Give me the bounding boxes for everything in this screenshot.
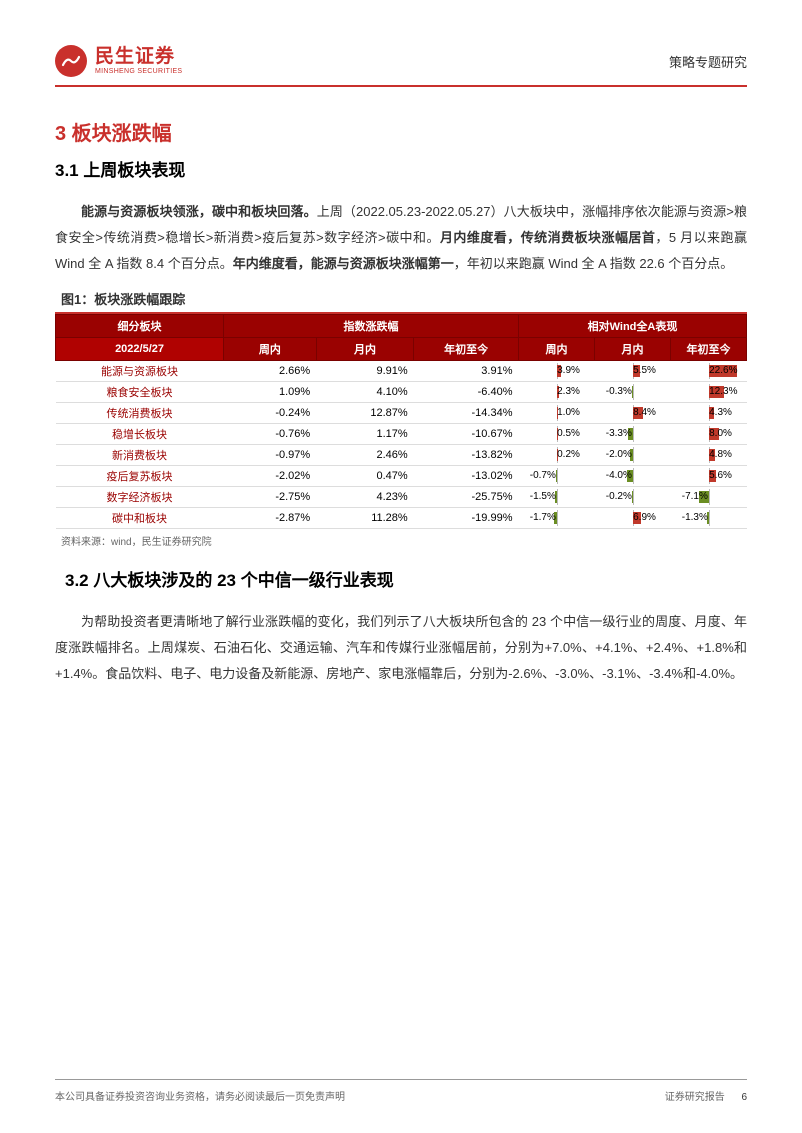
table-row: 粮食安全板块 1.09% 4.10% -6.40% 2.3% -0.3% 12.…: [56, 382, 747, 403]
footer-page-number: 6: [741, 1092, 747, 1103]
cell-sector-name: 能源与资源板块: [56, 361, 224, 382]
cell-week: 1.09%: [224, 382, 317, 403]
cell-rel-month: -4.0%: [595, 466, 671, 487]
cell-rel-month: -0.3%: [595, 382, 671, 403]
logo-text-cn: 民生证券: [95, 47, 182, 66]
table-row: 碳中和板块 -2.87% 11.28% -19.99% -1.7% 6.9% -…: [56, 508, 747, 529]
cell-rel-month: 6.9%: [595, 508, 671, 529]
cell-month: 4.10%: [316, 382, 414, 403]
para-3-1-lead2: 月内维度看，传统消费板块涨幅居首: [440, 230, 655, 245]
logo-text-en: MINSHENG SECURITIES: [95, 68, 182, 75]
cell-rel-week: 0.5%: [519, 424, 595, 445]
heading-section-3-1: 3.1 上周板块表现: [55, 156, 747, 181]
cell-rel-ytd: 12.3%: [671, 382, 747, 403]
cell-month: 0.47%: [316, 466, 414, 487]
cell-rel-ytd: -1.3%: [671, 508, 747, 529]
sector-table-body: 能源与资源板块 2.66% 9.91% 3.91% 3.9% 5.5% 22.6…: [56, 361, 747, 529]
cell-rel-week: -0.7%: [519, 466, 595, 487]
footer-report-type: 证券研究报告: [665, 1092, 725, 1103]
para-3-2: 为帮助投资者更清晰地了解行业涨跌幅的变化，我们列示了八大板块所包含的 23 个中…: [55, 609, 747, 687]
th-group-index: 指数涨跌幅: [224, 315, 519, 338]
cell-week: -2.87%: [224, 508, 317, 529]
th-rel-ytd: 年初至今: [671, 338, 747, 361]
cell-sector-name: 传统消费板块: [56, 403, 224, 424]
th-ytd: 年初至今: [414, 338, 519, 361]
figure-1-source: 资料来源：wind，民生证券研究院: [55, 533, 747, 548]
cell-week: -0.97%: [224, 445, 317, 466]
cell-rel-week: 2.3%: [519, 382, 595, 403]
logo-icon: [55, 45, 87, 77]
cell-ytd: 3.91%: [414, 361, 519, 382]
table-row: 能源与资源板块 2.66% 9.91% 3.91% 3.9% 5.5% 22.6…: [56, 361, 747, 382]
cell-rel-month: 8.4%: [595, 403, 671, 424]
heading-section-3: 3 板块涨跌幅: [55, 117, 747, 146]
th-group-relative: 相对Wind全A表现: [519, 315, 747, 338]
logo-block: 民生证券 MINSHENG SECURITIES: [55, 45, 182, 77]
th-rel-month: 月内: [595, 338, 671, 361]
cell-month: 1.17%: [316, 424, 414, 445]
cell-sector-name: 新消费板块: [56, 445, 224, 466]
table-row: 传统消费板块 -0.24% 12.87% -14.34% 1.0% 8.4% 4…: [56, 403, 747, 424]
cell-rel-week: -1.5%: [519, 487, 595, 508]
cell-week: -2.75%: [224, 487, 317, 508]
cell-ytd: -13.82%: [414, 445, 519, 466]
th-date: 2022/5/27: [56, 338, 224, 361]
cell-month: 4.23%: [316, 487, 414, 508]
cell-month: 2.46%: [316, 445, 414, 466]
cell-rel-ytd: -7.1%: [671, 487, 747, 508]
th-rel-week: 周内: [519, 338, 595, 361]
th-month: 月内: [316, 338, 414, 361]
cell-ytd: -6.40%: [414, 382, 519, 403]
cell-rel-month: -0.2%: [595, 487, 671, 508]
cell-rel-month: 5.5%: [595, 361, 671, 382]
th-sector: 细分板块: [56, 315, 224, 338]
cell-ytd: -13.02%: [414, 466, 519, 487]
cell-rel-week: -1.7%: [519, 508, 595, 529]
cell-month: 12.87%: [316, 403, 414, 424]
sector-table-head: 细分板块 指数涨跌幅 相对Wind全A表现 2022/5/27 周内 月内 年初…: [56, 315, 747, 361]
cell-month: 9.91%: [316, 361, 414, 382]
cell-sector-name: 疫后复苏板块: [56, 466, 224, 487]
cell-rel-month: -2.0%: [595, 445, 671, 466]
cell-rel-ytd: 8.0%: [671, 424, 747, 445]
cell-ytd: -19.99%: [414, 508, 519, 529]
cell-sector-name: 数字经济板块: [56, 487, 224, 508]
cell-rel-week: 1.0%: [519, 403, 595, 424]
para-3-1-lead: 能源与资源板块领涨，碳中和板块回落。: [81, 204, 317, 219]
cell-ytd: -25.75%: [414, 487, 519, 508]
para-3-1-body3: ，年初以来跑赢 Wind 全 A 指数 22.6 个百分点。: [454, 256, 734, 271]
footer-disclaimer: 本公司具备证券投资咨询业务资格，请务必阅读最后一页免责声明: [55, 1088, 345, 1103]
cell-rel-week: 3.9%: [519, 361, 595, 382]
cell-rel-ytd: 4.8%: [671, 445, 747, 466]
cell-rel-ytd: 22.6%: [671, 361, 747, 382]
para-3-1-lead3: 年内维度看，能源与资源板块涨幅第一: [233, 256, 454, 271]
header-right-label: 策略专题研究: [669, 52, 747, 71]
cell-rel-month: -3.3%: [595, 424, 671, 445]
cell-week: -0.24%: [224, 403, 317, 424]
figure-1-title: 图1：板块涨跌幅跟踪: [55, 285, 747, 314]
cell-ytd: -14.34%: [414, 403, 519, 424]
table-row: 疫后复苏板块 -2.02% 0.47% -13.02% -0.7% -4.0% …: [56, 466, 747, 487]
page-header: 民生证券 MINSHENG SECURITIES 策略专题研究: [55, 45, 747, 87]
cell-week: -0.76%: [224, 424, 317, 445]
cell-rel-week: 0.2%: [519, 445, 595, 466]
para-3-1: 能源与资源板块领涨，碳中和板块回落。上周（2022.05.23-2022.05.…: [55, 199, 747, 277]
cell-sector-name: 碳中和板块: [56, 508, 224, 529]
page-footer: 本公司具备证券投资咨询业务资格，请务必阅读最后一页免责声明 证券研究报告 6: [55, 1079, 747, 1103]
table-row: 数字经济板块 -2.75% 4.23% -25.75% -1.5% -0.2% …: [56, 487, 747, 508]
th-week: 周内: [224, 338, 317, 361]
table-row: 稳增长板块 -0.76% 1.17% -10.67% 0.5% -3.3% 8.…: [56, 424, 747, 445]
cell-sector-name: 稳增长板块: [56, 424, 224, 445]
cell-rel-ytd: 5.6%: [671, 466, 747, 487]
heading-section-3-2: 3.2 八大板块涉及的 23 个中信一级行业表现: [65, 566, 747, 591]
cell-month: 11.28%: [316, 508, 414, 529]
sector-table: 细分板块 指数涨跌幅 相对Wind全A表现 2022/5/27 周内 月内 年初…: [55, 314, 747, 529]
table-row: 新消费板块 -0.97% 2.46% -13.82% 0.2% -2.0% 4.…: [56, 445, 747, 466]
cell-ytd: -10.67%: [414, 424, 519, 445]
cell-rel-ytd: 4.3%: [671, 403, 747, 424]
cell-week: -2.02%: [224, 466, 317, 487]
cell-sector-name: 粮食安全板块: [56, 382, 224, 403]
cell-week: 2.66%: [224, 361, 317, 382]
